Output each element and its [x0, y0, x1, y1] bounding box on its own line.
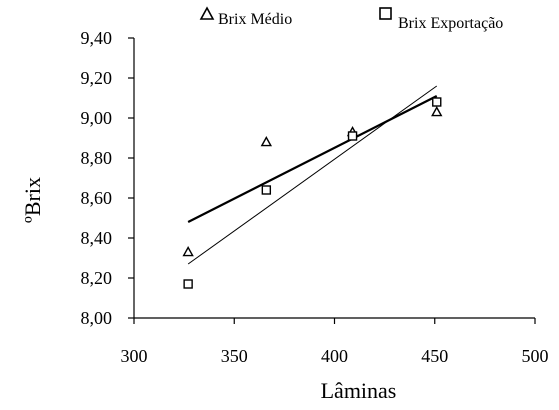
y-tick-label: 8,20	[81, 268, 113, 288]
y-tick-label: 9,20	[81, 68, 113, 88]
data-point-square	[347, 131, 358, 141]
legend-item-brix-medio: Brix Médio	[199, 6, 292, 28]
data-point-triangle	[260, 136, 273, 147]
data-point-triangle	[182, 246, 194, 257]
x-tick-label: 350	[221, 346, 248, 366]
data-point-square	[432, 97, 442, 107]
trendline-brix-exportacao	[187, 85, 438, 265]
x-tick-label: 450	[421, 346, 448, 366]
axes	[128, 37, 536, 324]
data-point-square	[261, 185, 272, 195]
x-tick-label: 300	[121, 346, 148, 366]
y-tick-label: 9,40	[81, 28, 113, 48]
data-point-triangle	[431, 106, 443, 117]
legend-label-brix-exportacao: Brix Exportação	[398, 15, 503, 32]
legend-label-brix-medio: Brix Médio	[218, 11, 292, 28]
y-tick-label: 8,00	[81, 308, 113, 328]
x-tick-label: 500	[522, 346, 549, 366]
data-marks	[182, 97, 443, 289]
y-tick-label: 8,80	[81, 148, 113, 168]
x-tick-label: 400	[321, 346, 348, 366]
tick-labels: 8,00 8,20 8,40 8,60 8,80 9,00 9,20 9,40 300 350 40…	[81, 28, 549, 366]
x-axis-title: Lâminas	[321, 378, 397, 403]
legend: Brix Médio Brix Exportação	[199, 6, 503, 32]
y-tick-label: 8,40	[81, 228, 113, 248]
legend-triangle-marker	[199, 6, 215, 20]
trendline-brix-medio	[187, 95, 438, 223]
data-point-square	[183, 279, 193, 289]
y-tick-label: 9,00	[81, 108, 113, 128]
legend-item-brix-exportacao: Brix Exportação	[379, 7, 503, 32]
legend-square-marker	[379, 7, 392, 20]
trendlines	[187, 85, 438, 265]
y-axis-title: ºBrix	[20, 177, 45, 223]
y-tick-label: 8,60	[81, 188, 113, 208]
